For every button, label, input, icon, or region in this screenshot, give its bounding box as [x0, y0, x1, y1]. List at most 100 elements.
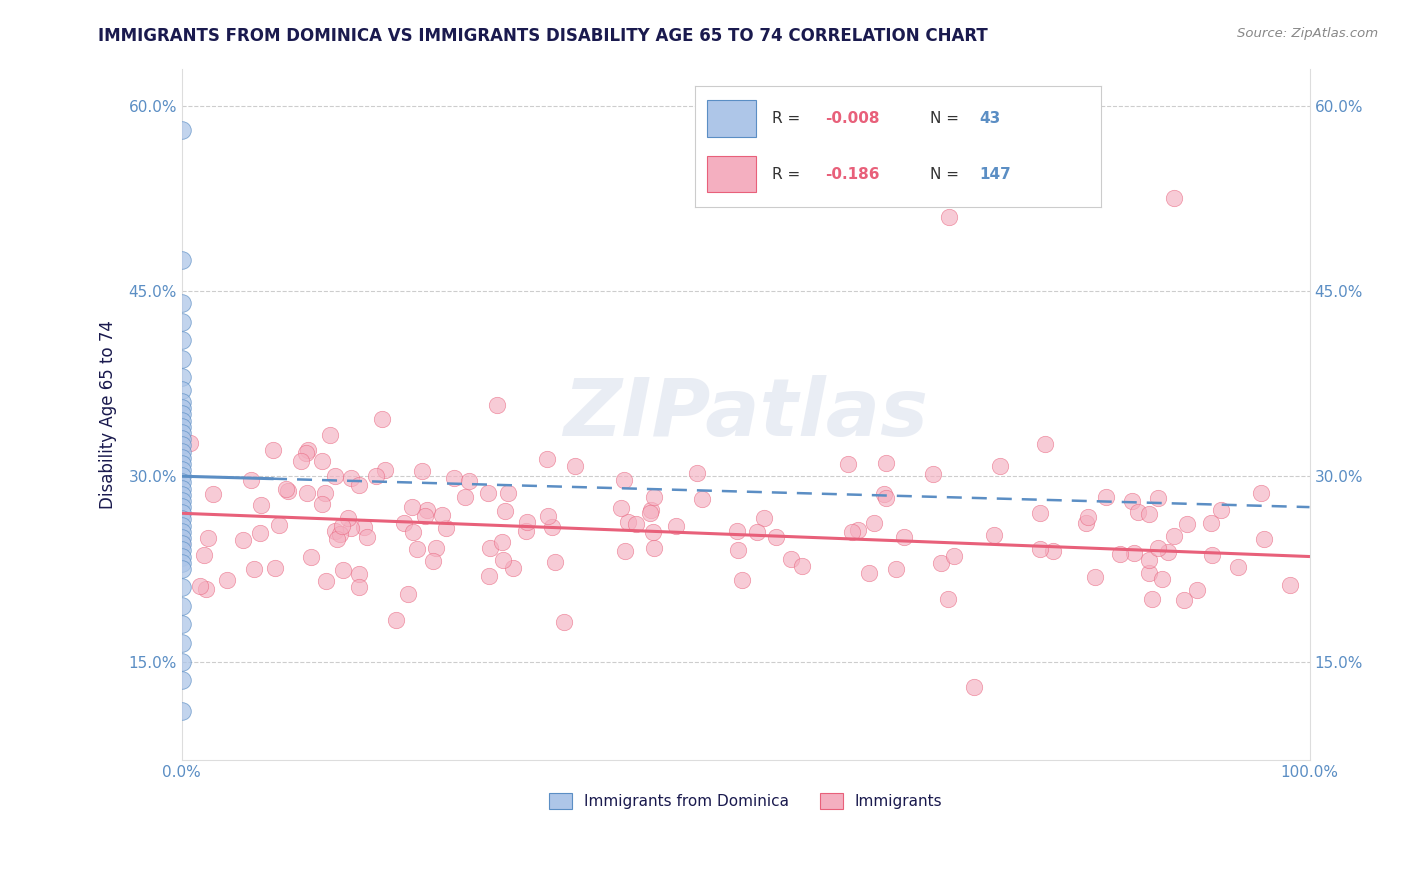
- Point: [170, 617, 193, 632]
- Text: Source: ZipAtlas.com: Source: ZipAtlas.com: [1237, 27, 1378, 40]
- Point: [1147, 491, 1170, 505]
- Point: [443, 471, 465, 485]
- Point: [457, 474, 479, 488]
- Point: [725, 524, 748, 538]
- Point: [425, 541, 447, 555]
- Point: [340, 521, 363, 535]
- Point: [170, 432, 193, 446]
- Point: [1137, 566, 1160, 581]
- Point: [1209, 503, 1232, 517]
- Point: [170, 469, 193, 483]
- Point: [276, 482, 298, 496]
- Point: [262, 442, 284, 457]
- Point: [170, 636, 193, 650]
- Point: [232, 533, 254, 548]
- Point: [323, 469, 346, 483]
- Point: [537, 509, 560, 524]
- Point: [1076, 516, 1098, 530]
- Point: [988, 458, 1011, 473]
- Point: [1201, 516, 1223, 531]
- Point: [170, 512, 193, 526]
- Point: [170, 438, 193, 452]
- Point: [1109, 547, 1132, 561]
- Point: [415, 502, 437, 516]
- Point: [665, 518, 688, 533]
- Point: [170, 531, 193, 545]
- Point: [170, 334, 193, 348]
- Point: [1123, 546, 1146, 560]
- Point: [938, 210, 960, 224]
- Point: [1253, 533, 1275, 547]
- Point: [290, 454, 312, 468]
- Point: [374, 463, 396, 477]
- Point: [249, 525, 271, 540]
- Point: [336, 510, 359, 524]
- Point: [170, 524, 193, 539]
- Point: [311, 454, 333, 468]
- Point: [371, 412, 394, 426]
- Point: [394, 516, 416, 531]
- Point: [295, 485, 318, 500]
- Point: [1185, 583, 1208, 598]
- Point: [170, 315, 193, 329]
- Point: [983, 527, 1005, 541]
- Y-axis label: Disability Age 65 to 74: Disability Age 65 to 74: [100, 320, 117, 509]
- Point: [170, 494, 193, 508]
- Point: [1126, 505, 1149, 519]
- Point: [1084, 570, 1107, 584]
- Point: [494, 504, 516, 518]
- Point: [170, 425, 193, 440]
- Point: [1077, 509, 1099, 524]
- Point: [434, 521, 457, 535]
- Point: [170, 450, 193, 465]
- Point: [364, 469, 387, 483]
- Point: [172, 535, 194, 549]
- Point: [170, 549, 193, 564]
- Point: [1094, 491, 1116, 505]
- Point: [541, 520, 564, 534]
- Point: [498, 486, 520, 500]
- Point: [170, 414, 193, 428]
- Point: [515, 524, 537, 538]
- Point: [643, 490, 665, 504]
- Point: [1033, 437, 1056, 451]
- Point: [170, 500, 193, 515]
- Point: [170, 463, 193, 477]
- Point: [485, 398, 508, 412]
- Point: [477, 485, 499, 500]
- Point: [1121, 494, 1143, 508]
- Point: [294, 446, 316, 460]
- Point: [396, 587, 419, 601]
- Point: [617, 515, 640, 529]
- Point: [492, 553, 515, 567]
- Point: [347, 567, 370, 582]
- Point: [790, 558, 813, 573]
- Point: [188, 579, 211, 593]
- Point: [1042, 544, 1064, 558]
- Point: [1163, 191, 1185, 205]
- Point: [170, 457, 193, 471]
- Point: [921, 467, 943, 481]
- Point: [170, 581, 193, 595]
- Point: [413, 508, 436, 523]
- Point: [170, 655, 193, 669]
- Point: [193, 549, 215, 563]
- Point: [638, 506, 661, 520]
- Point: [332, 563, 354, 577]
- Point: [1177, 516, 1199, 531]
- Point: [170, 562, 193, 576]
- Point: [502, 561, 524, 575]
- Point: [641, 524, 664, 539]
- Legend: Immigrants from Dominica, Immigrants: Immigrants from Dominica, Immigrants: [543, 787, 949, 815]
- Point: [385, 614, 408, 628]
- Point: [170, 543, 193, 558]
- Point: [170, 351, 193, 366]
- Point: [610, 501, 633, 516]
- Point: [197, 532, 219, 546]
- Point: [297, 442, 319, 457]
- Point: [516, 515, 538, 529]
- Point: [170, 475, 193, 490]
- Point: [347, 478, 370, 492]
- Point: [929, 556, 952, 570]
- Point: [215, 573, 238, 587]
